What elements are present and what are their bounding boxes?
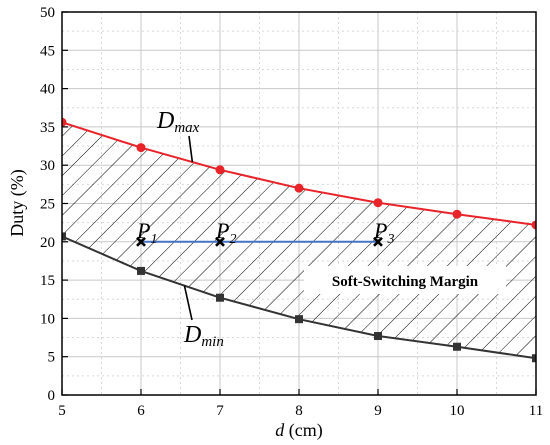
y-tick-label: 10 (40, 311, 55, 327)
y-axis-title: Duty (%) (7, 169, 28, 236)
x-tick-label: 11 (529, 403, 543, 419)
point-dmax (294, 183, 304, 193)
axes (61, 11, 537, 396)
operating-point-marker (136, 236, 146, 247)
operating-point-subscript: 2 (229, 232, 236, 247)
point-dmin (62, 232, 66, 241)
hatched-area (62, 122, 536, 359)
curve-label-dmin: Dmin (183, 322, 224, 350)
operating-point-marker (373, 236, 383, 247)
y-tick-label: 5 (48, 350, 56, 366)
point-dmax (136, 143, 146, 153)
x-tick-label: 6 (137, 403, 145, 419)
curve-label-dmax: Dmax (156, 108, 200, 136)
point-dmax (531, 220, 536, 230)
point-dmin (453, 342, 461, 351)
x-axis-unit: (cm) (289, 420, 323, 441)
leader-line-dmax (188, 135, 194, 163)
x-tick-label: 5 (58, 403, 66, 419)
leader-line-dmin (183, 285, 193, 321)
y-tick-label: 25 (40, 197, 55, 213)
x-axis-title: d (cm) (275, 420, 322, 441)
x-tick-label: 10 (450, 403, 465, 419)
y-tick-label: 20 (40, 235, 55, 251)
y-tick-label: 50 (40, 5, 55, 21)
region-label: Soft-Switching Margin (332, 274, 479, 290)
x-tick-label: 8 (295, 403, 303, 419)
soft-switching-region (62, 122, 536, 359)
y-tick-label: 30 (40, 158, 55, 174)
curve-label-subscript: min (201, 334, 224, 350)
y-tick-label: 15 (40, 273, 55, 289)
operating-point-marker (215, 236, 225, 247)
x-tick-label: 9 (374, 403, 382, 419)
point-dmin (137, 266, 145, 275)
x-tick-label: 7 (216, 403, 224, 419)
point-dmax (215, 165, 225, 175)
operating-point-subscript: 1 (150, 232, 157, 247)
point-dmax (452, 209, 462, 219)
point-dmax (62, 117, 67, 127)
operating-point-subscript: 3 (386, 232, 394, 247)
point-dmin (532, 354, 536, 363)
point-dmin (295, 315, 303, 324)
point-dmin (374, 332, 382, 341)
curve-label-subscript: max (174, 120, 199, 136)
y-tick-label: 35 (40, 120, 55, 136)
region-label-box (304, 266, 506, 294)
y-tick-label: 45 (40, 43, 55, 59)
y-tick-label: 0 (48, 388, 56, 404)
point-dmin (216, 293, 224, 302)
series-layer (62, 117, 536, 363)
point-dmax (373, 198, 383, 208)
y-tick-label: 40 (40, 82, 55, 98)
x-axis-variable: d (275, 420, 285, 440)
